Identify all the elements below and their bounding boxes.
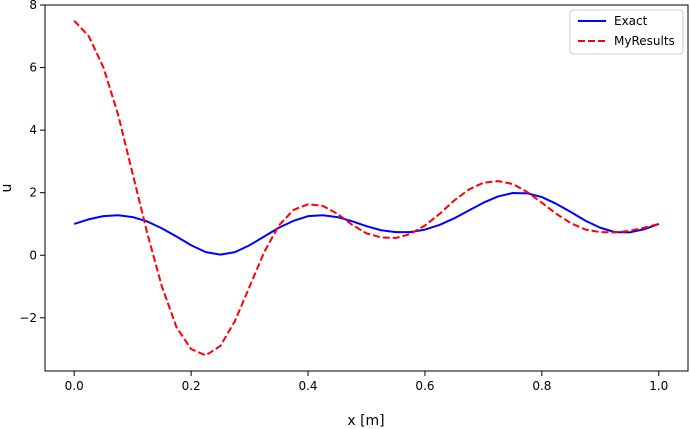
legend-label-myresults: MyResults [614,34,675,48]
legend-label-exact: Exact [614,14,648,28]
x-axis-ticks: 0.0 0.2 0.4 0.6 0.8 1.0 [65,371,668,393]
y-tick-label: 4 [29,123,37,137]
y-tick-label: 0 [29,248,37,262]
y-tick-label: 6 [29,61,37,75]
x-tick-label: 0.4 [298,379,317,393]
y-tick-label: −2 [19,311,37,325]
x-tick-label: 0.2 [182,379,201,393]
y-tick-label: 8 [29,0,37,12]
series-line-exact [73,192,660,256]
y-axis-ticks: −2 0 2 4 6 8 [19,0,45,325]
x-axis-label: x [m] [347,413,384,429]
x-tick-label: 0.8 [532,379,551,393]
y-tick-label: 2 [29,186,37,200]
x-tick-label: 0.6 [415,379,434,393]
x-tick-label: 0.0 [65,379,84,393]
plot-frame [44,4,689,372]
y-axis-label: u [0,184,15,193]
series-line-myresults [73,19,660,357]
series-layer [73,19,660,357]
legend: Exact MyResults [569,9,684,55]
x-tick-label: 1.0 [649,379,668,393]
